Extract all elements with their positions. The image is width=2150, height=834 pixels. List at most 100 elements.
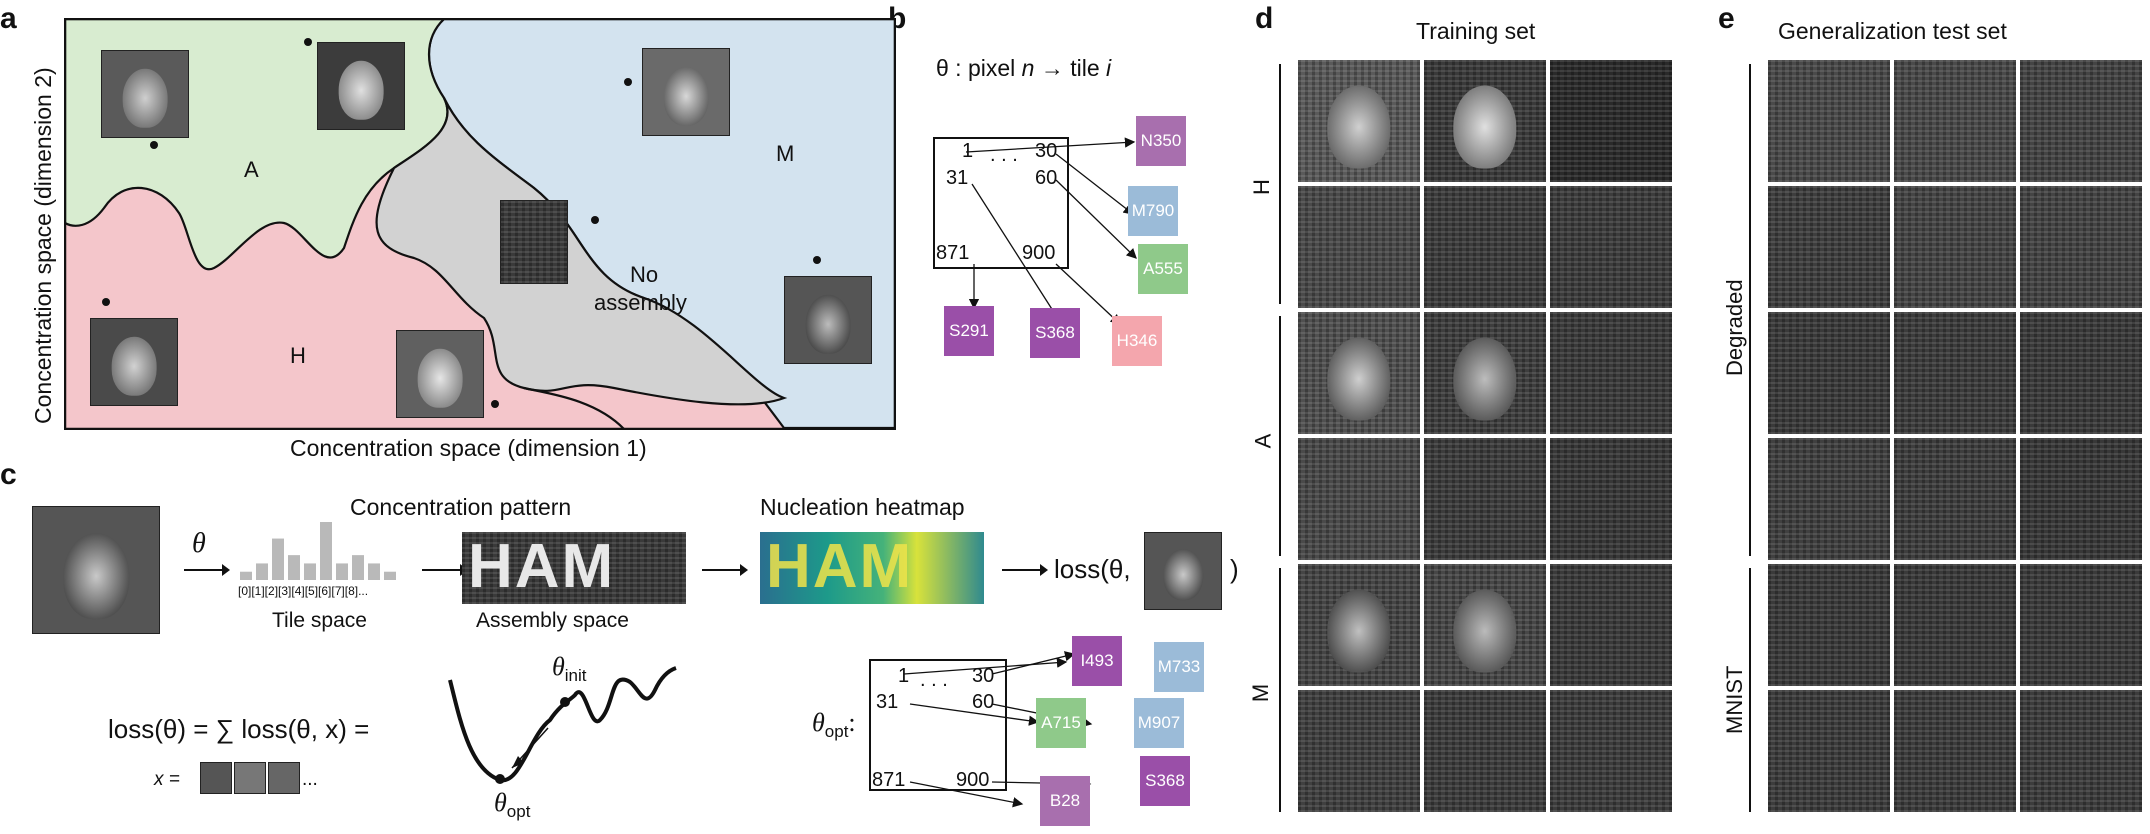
training-image — [1298, 690, 1420, 812]
training-image — [1298, 60, 1420, 182]
loss-equation: loss(θ) = ∑ loss(θ, x) = — [108, 714, 370, 744]
row-brackets-e — [1749, 64, 1751, 812]
training-image — [1550, 60, 1672, 182]
tile-space-label: Tile space — [272, 609, 367, 632]
generalization-title: Generalization test set — [1778, 18, 2007, 44]
training-image — [1298, 186, 1420, 308]
test-image — [2020, 438, 2142, 560]
assembly-ham-pattern: HAM — [462, 532, 686, 604]
grid-label: 30 — [972, 665, 995, 687]
concentration-bar — [384, 571, 396, 580]
row-brackets-d — [1279, 64, 1281, 812]
face-thumbnail — [784, 276, 872, 364]
training-image — [1550, 690, 1672, 812]
grid-dots: . . . — [990, 144, 1018, 166]
grid-label: 900 — [956, 769, 990, 791]
tile-s368: S368 — [1030, 308, 1080, 358]
x-face-thumb — [234, 762, 266, 794]
concentration-bar — [336, 563, 348, 580]
marker — [304, 38, 312, 46]
training-image — [1424, 186, 1546, 308]
arrow — [1002, 564, 1048, 576]
tile-b28: B28 — [1040, 776, 1090, 826]
marker — [813, 256, 821, 264]
concentration-bar — [320, 522, 332, 580]
grid-label: 871 — [936, 242, 970, 264]
test-image — [1894, 60, 2016, 182]
training-image — [1550, 186, 1672, 308]
concentration-bar — [288, 555, 300, 580]
region-no-assembly-fill — [375, 97, 788, 406]
pixel-tile-mapping-label: θ : pixel n → tile i — [936, 55, 1112, 81]
y-axis-label: Concentration space (dimension 2) — [30, 67, 56, 424]
training-image — [1550, 312, 1672, 434]
mapping-diagram-b — [933, 137, 1137, 330]
panel-label-e: e — [1718, 2, 1735, 35]
input-face-image — [32, 506, 160, 634]
grid-label: 1 — [898, 665, 910, 687]
grid-label: 31 — [946, 167, 969, 189]
marker — [102, 298, 110, 306]
face-thumbnail — [642, 48, 730, 136]
arrow — [184, 564, 230, 576]
training-image — [1298, 312, 1420, 434]
arrow — [702, 564, 748, 576]
concentration-bar — [240, 571, 252, 580]
test-image — [2020, 312, 2142, 434]
theta-init-label: θinit — [552, 652, 587, 686]
test-image — [1768, 564, 1890, 686]
test-image — [1894, 564, 2016, 686]
row-label-mnist: MNIST — [1722, 665, 1747, 734]
theta-opt-mapping-label: θopt: — [812, 708, 856, 742]
test-image — [2020, 690, 2142, 812]
theta-opt-label: θopt — [494, 788, 531, 822]
training-image — [1550, 564, 1672, 686]
grid-label: 1 — [962, 140, 974, 162]
test-image — [1768, 438, 1890, 560]
test-image — [2020, 186, 2142, 308]
tile-i493: I493 — [1072, 636, 1122, 686]
row-label-h: H — [1248, 179, 1274, 195]
test-image — [1768, 60, 1890, 182]
test-image — [1894, 438, 2016, 560]
panel-label-d: d — [1255, 2, 1274, 35]
training-image — [1424, 60, 1546, 182]
tile-n350: N350 — [1136, 116, 1186, 166]
test-image — [1768, 690, 1890, 812]
panel-label-a: a — [0, 2, 17, 35]
theta-label: θ — [192, 528, 206, 559]
panel-label-c: c — [0, 458, 17, 491]
nucleation-heatmap-label: Nucleation heatmap — [760, 494, 965, 520]
grid-dots: . . . — [920, 669, 948, 691]
tile-s291: S291 — [944, 306, 994, 356]
test-image — [2020, 60, 2142, 182]
x-face-thumb — [268, 762, 300, 794]
grid-label: 31 — [876, 691, 899, 713]
marker — [591, 216, 599, 224]
region-label-no-assembly-2: assembly — [594, 290, 687, 315]
test-image — [2020, 564, 2142, 686]
face-thumbnail — [396, 330, 484, 418]
concentration-pattern-label: Concentration pattern — [350, 494, 572, 520]
training-image — [1298, 438, 1420, 560]
grid-label: 60 — [972, 691, 995, 713]
x-dots: ... — [302, 769, 318, 790]
test-image — [1768, 312, 1890, 434]
training-set-grid — [1298, 60, 1672, 812]
face-thumbnail — [101, 50, 189, 138]
tile-a555: A555 — [1138, 244, 1188, 294]
test-image — [1894, 690, 2016, 812]
loss-landscape — [448, 666, 677, 784]
tile-m790: M790 — [1128, 186, 1178, 236]
training-image — [1424, 564, 1546, 686]
concentration-bar — [304, 563, 316, 580]
region-label-m: M — [776, 141, 795, 166]
tile-s368-opt: S368 — [1140, 756, 1190, 806]
tile-m907: M907 — [1134, 698, 1184, 748]
tile-a715: A715 — [1036, 698, 1086, 748]
x-face-thumb — [200, 762, 232, 794]
test-image — [1894, 186, 2016, 308]
x-equals: x = — [154, 769, 180, 790]
x-axis-label: Concentration space (dimension 1) — [290, 435, 647, 461]
region-label-h: H — [290, 343, 306, 368]
